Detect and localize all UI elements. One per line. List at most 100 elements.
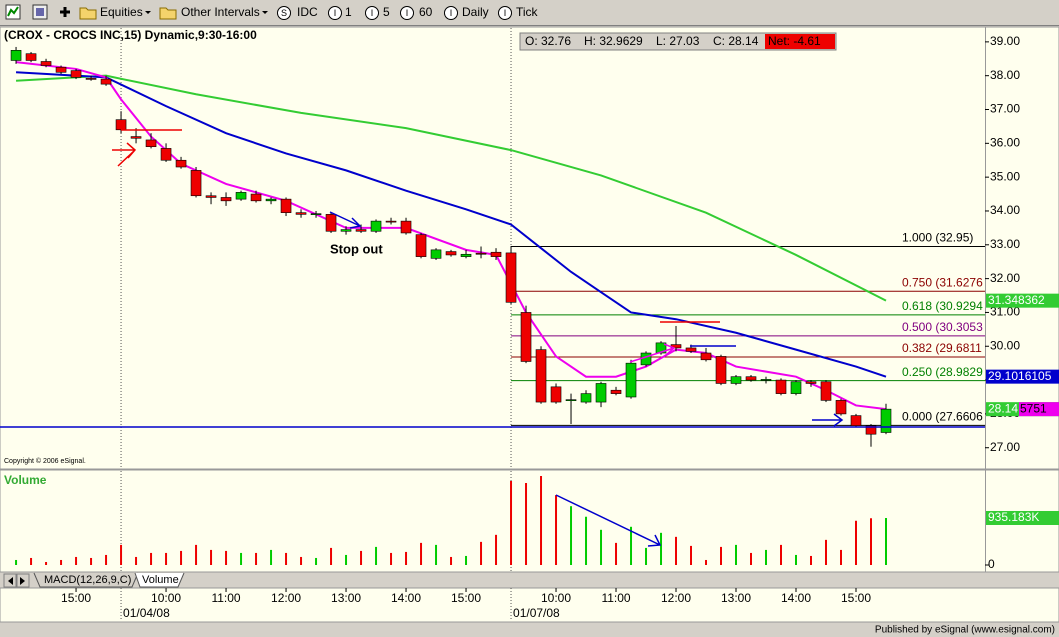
x-tick-label: 11:00: [601, 591, 630, 605]
candle-body: [400, 220, 412, 234]
x-tick-label: 13:00: [331, 591, 361, 605]
candle-body: [880, 408, 892, 433]
toolbar-item[interactable]: 1: [345, 5, 352, 19]
footer: Published by eSignal (www.esignal.com): [875, 625, 1055, 636]
y-tick-label: 38.00: [990, 68, 1020, 82]
toolbar-item[interactable]: Daily: [462, 5, 489, 19]
y-tick-label: 31.00: [990, 305, 1020, 319]
candle-body: [745, 376, 757, 381]
y-tick-label: 33.00: [990, 237, 1020, 251]
candle-body: [265, 198, 277, 202]
volume-title: Volume: [4, 473, 47, 487]
x-tick-label: 15:00: [61, 591, 91, 605]
toolbar-item[interactable]: Other Intervals: [181, 5, 260, 19]
tab[interactable]: Volume: [142, 574, 179, 586]
copyright: Copyright © 2006 eSignal.: [4, 457, 86, 465]
drawings: [0, 129, 985, 547]
toolbar-icons: S I I I I I: [5, 4, 512, 20]
candle-body: [565, 399, 577, 401]
ohlc-value: Net: -4.61: [768, 34, 821, 48]
candle-body: [415, 234, 427, 257]
svg-text:I: I: [334, 8, 337, 18]
fib-label: 0.000 (27.6606: [902, 410, 983, 424]
price-tag-label: 31.348362: [988, 293, 1045, 307]
candle-body: [835, 400, 847, 415]
x-tick-label: 10:00: [541, 591, 571, 605]
candle-body: [850, 415, 862, 427]
candle-body: [220, 197, 232, 202]
ohlc-value: H: 32.9629: [584, 34, 643, 48]
toolbar-item[interactable]: 60: [419, 5, 433, 19]
candle-body: [685, 347, 697, 352]
volume-tick-label: 935.183K: [988, 510, 1039, 524]
candle-body: [370, 220, 382, 232]
candle-body: [175, 159, 187, 168]
candle-body: [610, 389, 622, 394]
ohlc-value: O: 32.76: [525, 34, 571, 48]
candle-body: [625, 362, 637, 398]
x-tick-label: 13:00: [721, 591, 751, 605]
fib-label: 1.000 (32.95): [902, 231, 973, 245]
fib-label: 0.750 (31.6276: [902, 275, 983, 289]
price-tag-suffix: 5751: [1020, 401, 1047, 415]
fib-label: 0.382 (29.6811: [902, 341, 982, 355]
candle-body: [505, 252, 517, 303]
price-tag-suffix-bg: [1019, 402, 1059, 417]
ohlc-value: L: 27.03: [656, 34, 700, 48]
y-tick-label: 37.00: [990, 102, 1020, 116]
candle-body: [655, 342, 667, 354]
svg-text:I: I: [371, 8, 374, 18]
date-label: 01/07/08: [513, 606, 560, 620]
price-tag: [986, 369, 1059, 384]
y-tick-label: 36.00: [990, 136, 1020, 150]
candle-body: [325, 214, 337, 232]
candle-body: [130, 136, 142, 139]
toolbar-item[interactable]: IDC: [297, 5, 318, 19]
date-label: 01/04/08: [123, 606, 170, 620]
svg-text:I: I: [450, 8, 453, 18]
candle-body: [385, 220, 397, 223]
fib-label: 0.250 (28.9829: [902, 365, 983, 379]
y-tick-label: 32.00: [990, 271, 1020, 285]
x-tick-label: 14:00: [781, 591, 811, 605]
x-tick-label: 12:00: [271, 591, 301, 605]
candle-body: [190, 170, 202, 197]
annotation: Stop out: [330, 241, 383, 256]
candle-body: [820, 381, 832, 401]
chart-title: (CROX - CROCS INC,15) Dynamic,9:30-16:00: [4, 28, 257, 42]
tab[interactable]: MACD(12,26,9,C): [44, 574, 131, 586]
candle-body: [805, 381, 817, 384]
candle-body: [295, 212, 307, 215]
candle-body: [115, 119, 127, 131]
candle-body: [535, 349, 547, 403]
candle-body: [85, 78, 97, 80]
toolbar-item[interactable]: 5: [383, 5, 390, 19]
ohlc-value: C: 28.14: [713, 34, 759, 48]
candle-body: [25, 53, 37, 61]
price-tag-label: 28.14: [988, 401, 1018, 415]
candle-body: [490, 251, 502, 257]
price-pane: [0, 26, 1059, 470]
candle-body: [445, 251, 457, 256]
price-tag: [986, 293, 1059, 308]
candle-body: [205, 195, 217, 198]
candle-body: [700, 352, 712, 361]
candle-body: [520, 312, 532, 362]
candle-body: [145, 139, 157, 148]
price-tag-label: 29.1016105: [988, 369, 1052, 383]
x-tick-label: 10:00: [151, 591, 181, 605]
candle-body: [235, 192, 247, 200]
candle-body: [310, 213, 322, 215]
candle-body: [790, 381, 802, 394]
candle-body: [340, 229, 352, 232]
tab-bar: [0, 573, 1059, 588]
toolbar-item[interactable]: Tick: [516, 5, 539, 19]
y-tick-label: 39.00: [990, 34, 1020, 48]
toolbar-item[interactable]: Equities: [100, 5, 143, 19]
x-tick-label: 11:00: [211, 591, 240, 605]
moving-average: [15, 74, 887, 302]
candle-body: [430, 249, 442, 259]
x-tick-label: 12:00: [661, 591, 691, 605]
x-tick-label: 15:00: [841, 591, 871, 605]
